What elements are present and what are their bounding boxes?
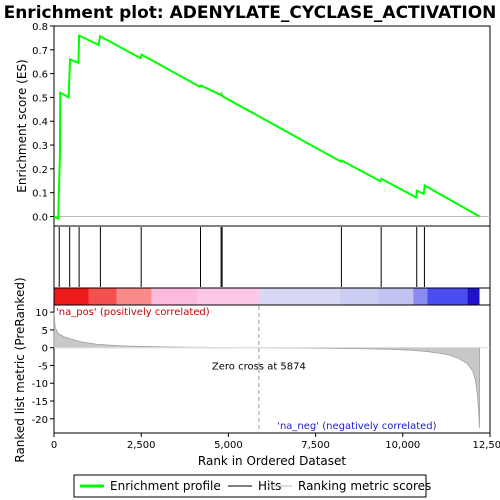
x-tick-label: 10,000 bbox=[385, 440, 420, 451]
es-y-tick-label: 0.4 bbox=[32, 117, 48, 128]
metric-y-tick-label: 0 bbox=[42, 344, 48, 355]
es-y-tick-label: 0.3 bbox=[32, 141, 48, 152]
positive-correlation-label: 'na_pos' (positively correlated) bbox=[56, 307, 210, 318]
es-y-tick-label: 0.6 bbox=[32, 70, 48, 81]
x-tick-label: 0 bbox=[51, 440, 57, 451]
x-tick-label: 5,000 bbox=[214, 440, 243, 451]
x-axis-label: Rank in Ordered Dataset bbox=[198, 454, 346, 468]
enrichment-score-panel: 0.0 0.1 0.2 0.3 0.4 0.5 0.6 0.7 0.8 bbox=[32, 22, 491, 227]
legend-label: Ranking metric scores bbox=[298, 479, 431, 493]
es-y-tick-label: 0.2 bbox=[32, 165, 48, 176]
hits-panel bbox=[53, 225, 491, 289]
enrichment-profile-line bbox=[53, 33, 481, 221]
metric-y-tick-label: -5 bbox=[38, 361, 48, 372]
es-y-tick-label: 0.5 bbox=[32, 93, 48, 104]
negative-correlation-label: 'na_neg' (negatively correlated) bbox=[277, 421, 436, 432]
es-y-axis-label: Enrichment score (ES) bbox=[15, 59, 29, 192]
ranking-color-bar bbox=[53, 287, 491, 306]
x-tick-label: 7,500 bbox=[301, 440, 330, 451]
es-y-tick-label: 0.1 bbox=[32, 189, 48, 200]
metric-y-tick-label: 5 bbox=[42, 326, 48, 337]
es-y-tick-label: 0.8 bbox=[32, 22, 48, 33]
color-bar-segment bbox=[54, 288, 89, 305]
legend: Enrichment profile Hits Ranking metric sco… bbox=[73, 474, 431, 498]
metric-y-tick-label: -20 bbox=[32, 415, 48, 426]
es-y-tick-label: 0.7 bbox=[32, 46, 48, 57]
x-tick-label: 12,500 bbox=[473, 440, 500, 451]
x-tick-label: 2,500 bbox=[127, 440, 156, 451]
metric-y-tick-label: -15 bbox=[32, 397, 48, 408]
color-bar-segment bbox=[197, 288, 259, 305]
color-bar-segment bbox=[413, 288, 428, 305]
color-bar-segment bbox=[340, 288, 379, 305]
color-bar-segment bbox=[427, 288, 468, 305]
legend-label: Enrichment profile bbox=[110, 479, 221, 493]
x-axis: 0 2,500 5,000 7,500 10,000 12,500 bbox=[51, 433, 500, 451]
zero-cross-label: Zero cross at 5874 bbox=[212, 362, 306, 373]
metric-y-tick-label: 10 bbox=[35, 308, 48, 319]
metric-y-axis-label: Ranked list metric (PreRanked) bbox=[13, 277, 27, 462]
color-bar-segment bbox=[378, 288, 414, 305]
color-bar-segment bbox=[88, 288, 117, 305]
chart-title: Enrichment plot: ADENYLATE_CYCLASE_ACTIV… bbox=[4, 3, 497, 23]
ranked-metric-panel: 10 5 0 -5 -10 -15 -20 Zero cross at 5874 'na_p… bbox=[32, 304, 491, 434]
color-bar-segment bbox=[258, 288, 341, 305]
color-bar-segment bbox=[151, 288, 198, 305]
es-y-tick-label: 0.0 bbox=[32, 212, 48, 223]
metric-y-tick-label: -10 bbox=[32, 379, 48, 390]
color-bar-segment bbox=[467, 288, 480, 305]
color-bar-segment bbox=[116, 288, 152, 305]
